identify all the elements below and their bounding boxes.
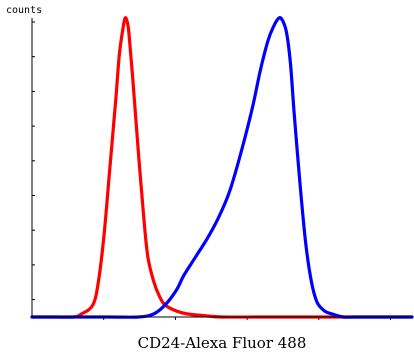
- series-line-2: [30, 16, 414, 319]
- series-line-1: [30, 16, 414, 319]
- x-axis-label: CD24-Alexa Fluor 488: [138, 334, 307, 352]
- y-axis-label: counts: [6, 5, 42, 16]
- series-group: [30, 16, 414, 319]
- y-axis-ticks: [32, 21, 391, 320]
